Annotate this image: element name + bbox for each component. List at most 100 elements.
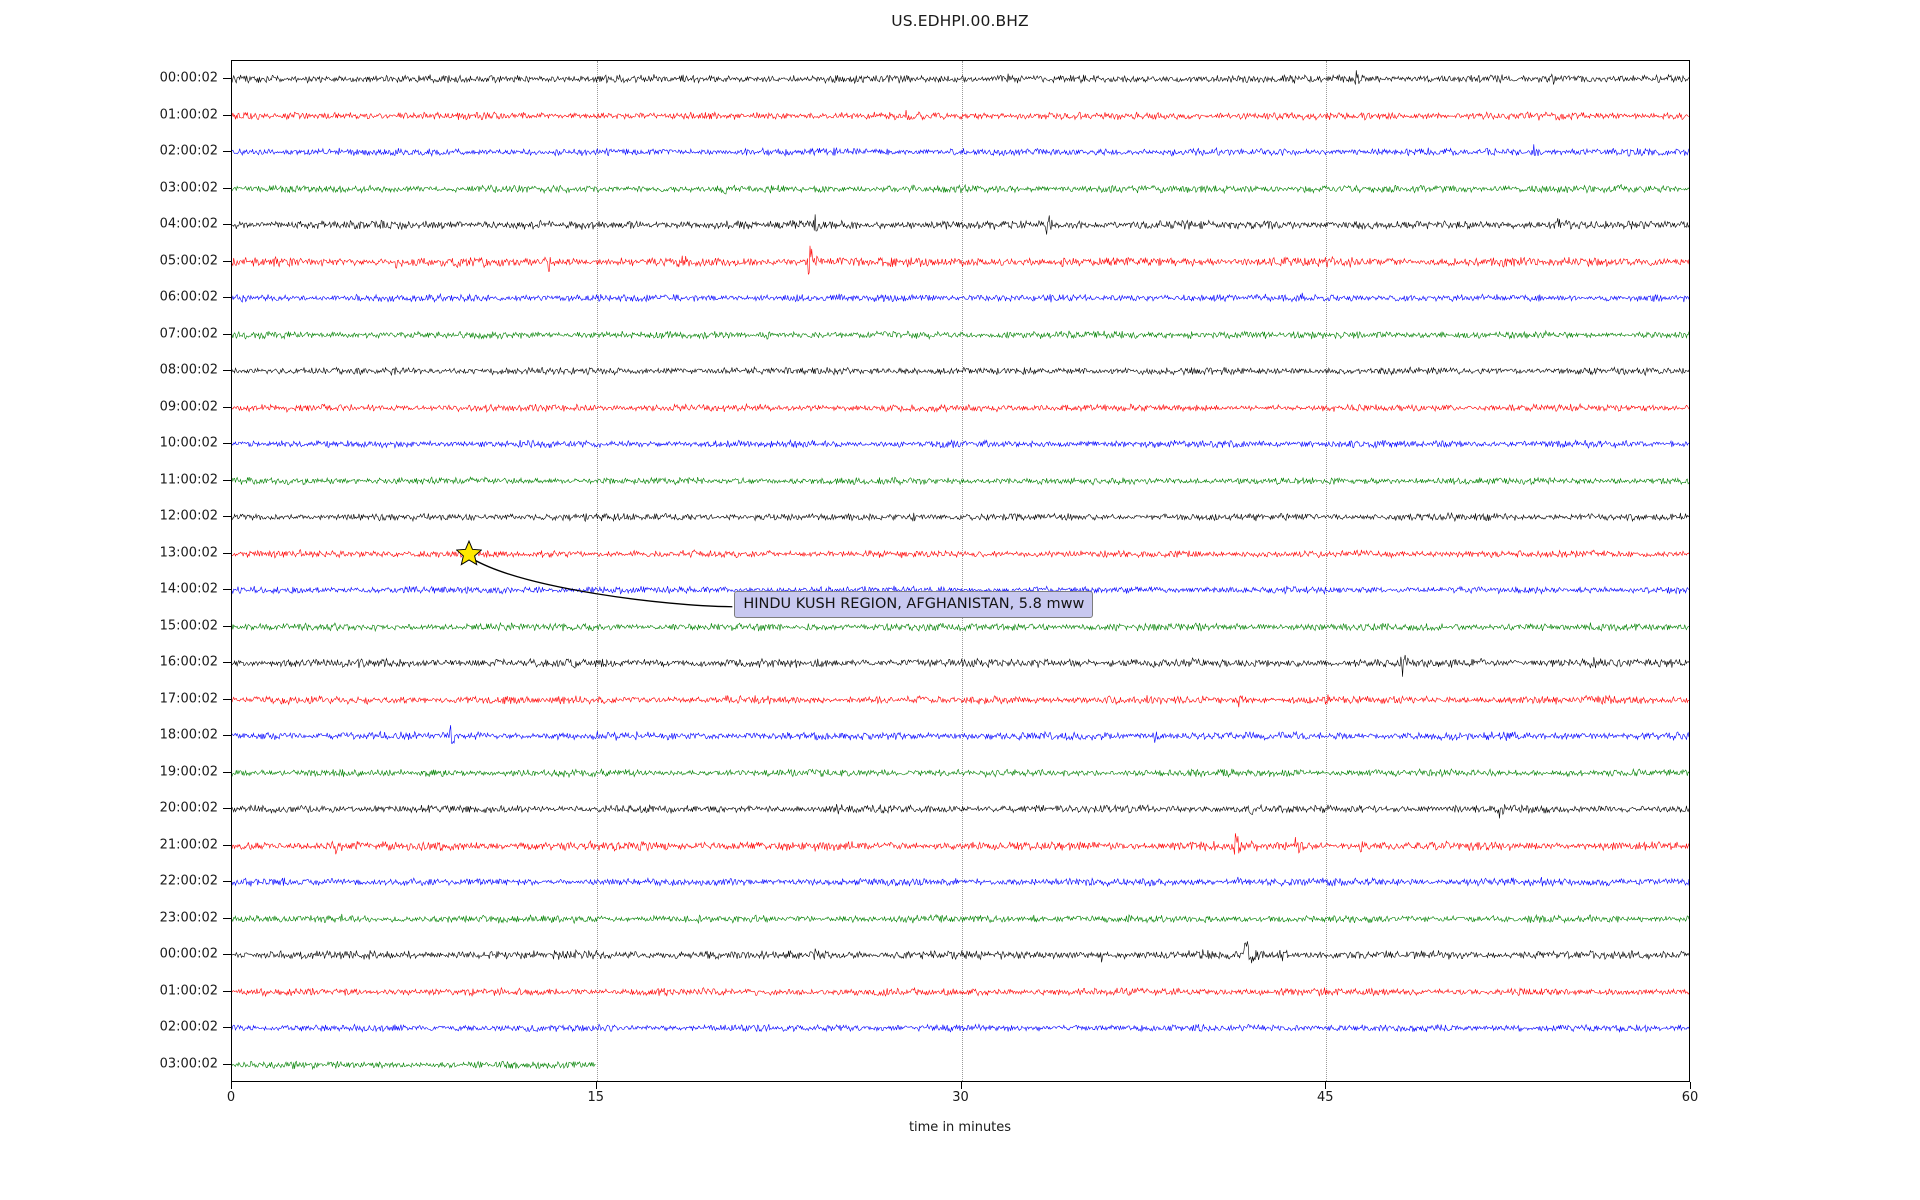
trace-row [232,792,1689,826]
trace-row [232,464,1689,498]
earthquake-star-icon [456,539,483,566]
x-axis-tick-label: 0 [226,1090,236,1105]
seismic-trace [232,367,1689,375]
seismic-trace [232,1024,1689,1032]
y-axis-tick-mark [223,479,231,481]
seismic-trace [232,622,1689,631]
seismic-trace [232,184,1689,193]
y-axis-tick-mark [223,224,231,226]
trace-row [232,318,1689,352]
trace-row [232,975,1689,1009]
trace-row [232,537,1689,571]
trace-row [232,281,1689,315]
y-axis-tick-label: 16:00:02 [159,654,218,670]
trace-row [232,938,1689,972]
trace-row [232,610,1689,644]
trace-row [232,1048,1689,1082]
x-axis-tick-label: 15 [587,1090,605,1105]
seismic-trace [232,914,1689,923]
seismic-trace [232,215,1689,235]
trace-row [232,135,1689,169]
y-axis-tick-label: 00:00:02 [159,70,218,86]
seismic-trace [232,1061,596,1069]
seismic-trace [232,513,1689,521]
seismic-trace [232,655,1689,677]
y-axis-tick-mark [223,297,231,299]
y-axis-tick-mark [223,844,231,846]
trace-row [232,427,1689,461]
seismic-trace [232,833,1689,854]
y-axis-tick-label: 09:00:02 [159,399,218,415]
y-axis-tick-mark [223,589,231,591]
y-axis-tick-label: 23:00:02 [159,910,218,926]
seismic-trace [232,694,1689,707]
y-axis-tick-label: 13:00:02 [159,545,218,561]
trace-row [232,62,1689,96]
y-axis-tick-label: 02:00:02 [159,1019,218,1035]
seismic-trace [232,144,1689,156]
earthquake-annotation-label[interactable]: HINDU KUSH REGION, AFGHANISTAN, 5.8 mww [734,590,1094,618]
x-axis-tick-mark [1325,1082,1327,1089]
y-axis-tick-label: 02:00:02 [159,143,218,159]
y-axis-tick-mark [223,151,231,153]
y-axis-tick-label: 18:00:02 [159,727,218,743]
trace-row [232,829,1689,863]
trace-row [232,902,1689,936]
trace-row [232,500,1689,534]
y-axis-tick-mark [223,771,231,773]
trace-row [232,172,1689,206]
y-axis-tick-mark [223,552,231,554]
seismic-trace [232,293,1689,303]
trace-row [232,683,1689,717]
y-axis-tick-mark [223,516,231,518]
trace-row [232,719,1689,753]
x-axis-tick-label: 60 [1681,1090,1699,1105]
y-axis-tick-label: 07:00:02 [159,326,218,342]
seismic-trace [232,549,1689,557]
seismic-trace [232,440,1689,448]
y-axis-tick-mark [223,1063,231,1065]
seismic-trace [232,71,1689,85]
trace-row [232,756,1689,790]
x-axis-tick-mark [960,1082,962,1089]
y-axis-tick-label: 04:00:02 [159,216,218,232]
y-axis-tick-label: 03:00:02 [159,180,218,196]
y-axis-tick-label: 21:00:02 [159,837,218,853]
seismic-trace [232,877,1689,886]
y-axis-tick-mark [223,187,231,189]
trace-row [232,1011,1689,1045]
x-axis-tick-mark [595,1082,597,1089]
y-axis-tick-mark [223,443,231,445]
y-axis-tick-label: 06:00:02 [159,289,218,305]
y-axis-tick-mark [223,370,231,372]
y-axis-tick-label: 22:00:02 [159,873,218,889]
plot-area [231,60,1690,1082]
seismic-trace [232,804,1689,818]
y-axis-tick-label: 01:00:02 [159,983,218,999]
x-axis-tick-label: 45 [1316,1090,1334,1105]
trace-row [232,646,1689,680]
y-axis-tick-mark [223,698,231,700]
seismic-trace [232,769,1689,777]
y-axis-tick-label: 05:00:02 [159,253,218,269]
trace-row [232,99,1689,133]
y-axis-tick-mark [223,625,231,627]
y-axis-tick-mark [223,990,231,992]
trace-row [232,245,1689,279]
seismic-trace [232,110,1689,120]
y-axis-tick-label: 19:00:02 [159,764,218,780]
seismic-trace [232,331,1689,339]
gridline-30 [961,61,963,1081]
x-axis-tick-label: 30 [952,1090,969,1105]
seismic-trace [232,404,1689,412]
x-axis-tick-mark [231,1082,232,1089]
x-axis-label: time in minutes [908,1120,1012,1135]
y-axis-tick-mark [223,954,231,956]
y-axis-tick-label: 12:00:02 [159,508,218,524]
seismic-trace [232,942,1689,964]
x-axis-tick-labels: 0 15 30 45 60 [0,1090,1920,1114]
x-axis-tick-mark [1690,1082,1691,1089]
y-axis-tick-mark [223,114,231,116]
y-axis-tick-mark [223,406,231,408]
